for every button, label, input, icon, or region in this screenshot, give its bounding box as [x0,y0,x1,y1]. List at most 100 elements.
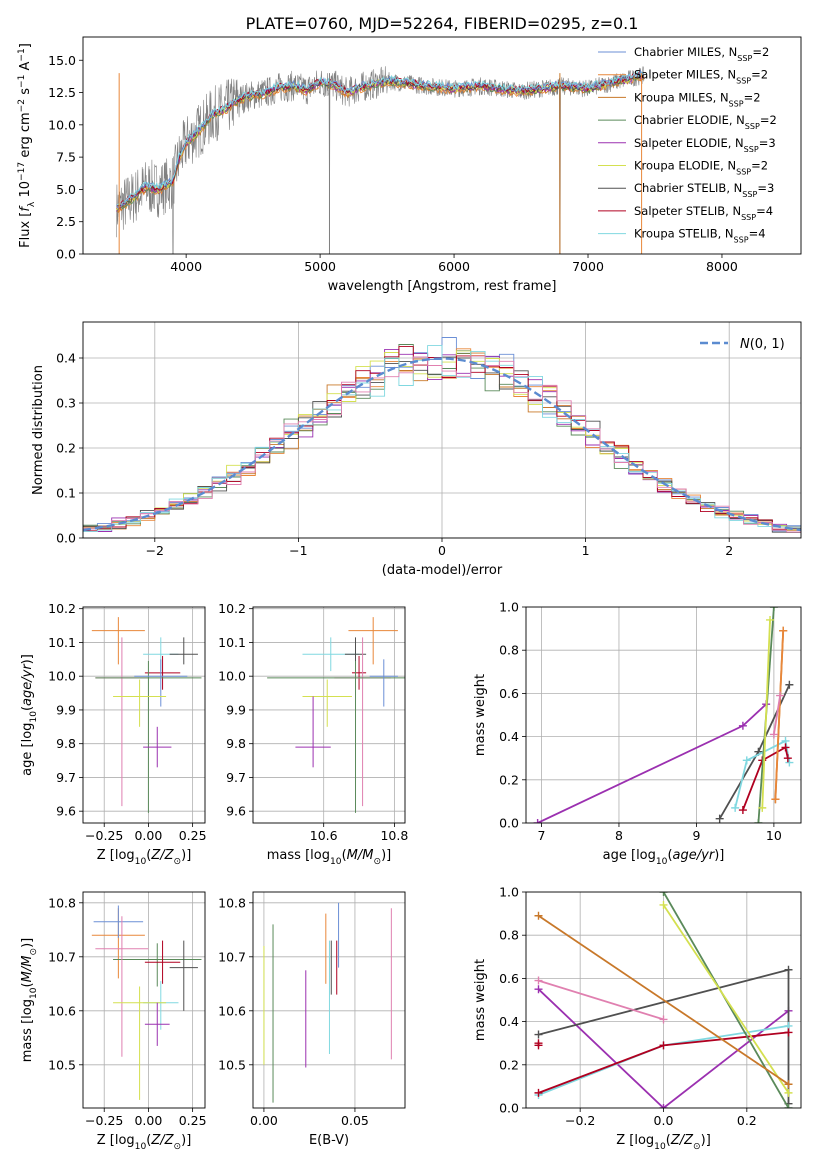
residuals-ytick-label: 0.4 [56,351,76,366]
z_weight-ytick-label: 0.0 [499,1101,519,1116]
legend-label-chabrier_stelib: Chabrier STELIB, NSSP=3 [634,181,774,199]
z_age-ytick-label: 9.8 [56,736,76,751]
z_weight-marker [784,1088,793,1097]
mass_age-xtick-label: 10.6 [310,828,338,843]
figure-title: PLATE=0760, MJD=52264, FIBERID=0295, z=0… [246,14,639,33]
z_weight-marker [784,1028,793,1037]
spectrum-ytick-label: 7.5 [56,150,76,165]
z_weight-ytick-label: 0.2 [499,1057,519,1072]
ebv_mass-frame [252,891,406,1109]
spectrum-xtick-label: 8000 [706,259,738,274]
z_weight-marker [534,1088,543,1097]
z_weight-marker [534,911,543,920]
z_weight-series-kroupa_miles [537,915,790,1085]
mass_age-xtick-label: 10.8 [380,828,408,843]
z_weight-ytick-label: 0.4 [499,1014,519,1029]
age_weight-marker [779,626,788,635]
z_weight-xtick-label: 0.0 [654,1113,674,1128]
mass_age-ytick-label: 10.0 [218,669,246,684]
age_weight-ytick-label: 0.2 [499,772,519,787]
mass_age-ytick-label: 9.7 [226,770,246,785]
age_weight-series-kroupa_stelib [734,739,791,809]
z_age-xtick-label: −0.25 [85,828,123,843]
legend-label-salpeter_stelib: Salpeter STELIB, NSSP=4 [634,204,773,222]
z_weight-ytick-label: 0.6 [499,971,519,986]
z_weight-marker [659,900,668,909]
age_weight-series-salpeter_miles [774,630,785,800]
residuals-xtick-label: 0 [438,543,446,558]
z_weight-marker [534,985,543,994]
legend-label-salpeter_miles: Salpeter MILES, NSSP=2 [634,68,768,86]
age_weight-marker [533,819,542,823]
age_weight-marker [715,814,724,823]
z_mass-xtick-label: 0.25 [179,1113,207,1128]
age_weight-marker [781,743,790,752]
age_weight-marker [738,721,747,730]
age_weight-xtick-label: 8 [615,828,623,843]
legend-label-kroupa_miles: Kroupa MILES, NSSP=2 [634,90,761,108]
legend-label-kroupa_elodie: Kroupa ELODIE, NSSP=2 [634,159,768,177]
z_weight-plot-area [526,892,801,1108]
spectrum-ytick-label: 5.0 [56,182,76,197]
age_weight-series-kroupa_elodie [761,619,771,808]
ebv_mass-ytick-label: 10.5 [218,1057,246,1072]
spectrum-xtick-label: 7000 [572,259,604,274]
age_weight-marker [785,680,794,689]
z_age-xtick-label: 0.25 [179,828,207,843]
z_weight-marker [784,1104,793,1108]
z_weight-xtick-label: −0.2 [565,1113,595,1128]
age_weight-marker [742,756,751,765]
z_mass-ytick-label: 10.6 [48,1003,76,1018]
spectrum-xtick-label: 4000 [170,259,202,274]
z_weight-marker [659,892,668,896]
age_weight-marker [738,806,747,815]
mass_age-ytick-label: 9.6 [226,804,246,819]
z_weight-ytick-label: 1.0 [499,885,519,900]
z_weight-marker [659,1104,668,1108]
z_weight-marker [659,1041,668,1050]
residuals-ylabel: Normed distribution [31,365,46,495]
z_weight-marker [784,1080,793,1089]
mass_age-ytick-label: 10.1 [218,635,246,650]
z_age-ytick-label: 9.6 [56,804,76,819]
age_weight-marker [731,803,740,812]
legend-label-kroupa_stelib: Kroupa STELIB, NSSP=4 [634,227,766,245]
spectrum-frame [82,36,802,255]
histogram-pink [83,355,801,533]
ebv_mass-ytick-label: 10.6 [218,1003,246,1018]
age_weight-ytick-label: 1.0 [499,600,519,615]
z_mass-ylabel: mass [log10(M/M⊙)] [20,938,39,1062]
age_weight-ytick-label: 0.8 [499,643,519,658]
age_weight-ytick-label: 0.4 [499,729,519,744]
spectrum-ytick-label: 0.0 [56,247,76,262]
age_weight-xtick-label: 9 [692,828,700,843]
residuals-xtick-label: −1 [289,543,307,558]
z_weight-marker [534,976,543,985]
age_weight-marker [776,691,785,700]
spectrum-ylabel: Flux [fλ 10−17 erg cm−2 s−1 A−1] [17,43,37,248]
z_weight-frame [525,891,802,1109]
z_age-ytick-label: 9.7 [56,770,76,785]
residuals-xtick-label: 1 [582,543,590,558]
residuals-ytick-label: 0.3 [56,396,76,411]
ebv_mass-ytick-label: 10.7 [218,949,246,964]
age_weight-series-salpeter_stelib [742,746,789,811]
z_age-ylabel: age [log10(age/yr)] [20,654,39,776]
mass_age-frame [252,606,406,824]
z_mass-ytick-label: 10.5 [48,1057,76,1072]
age_weight-ylabel: mass weight [473,674,488,756]
spectrum-xlabel: wavelength [Angstrom, rest frame] [328,279,557,294]
residuals-plot-area [83,322,801,538]
ebv_mass-plot-area [253,892,405,1108]
z_weight-marker [784,965,793,974]
spectrum-plot-area [116,66,645,254]
residuals-xtick-label: 2 [725,543,733,558]
z_age-plot-area [83,607,205,823]
residuals-xtick-label: −2 [146,543,164,558]
ebv_mass-xtick-label: 0.05 [341,1113,369,1128]
residuals-xlabel: (data-model)/error [382,563,503,578]
z_mass-frame [82,891,206,1109]
mass_age-xlabel: mass [log10(M/M⊙)] [267,848,391,867]
model-spectrum-kroupa_stelib [116,70,644,206]
